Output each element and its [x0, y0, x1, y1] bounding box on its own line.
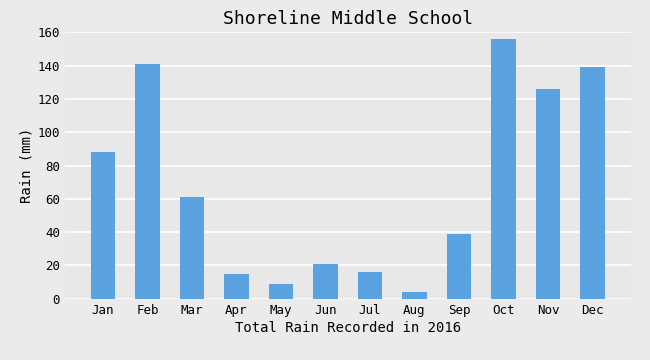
- Bar: [536, 89, 560, 299]
- Bar: [268, 284, 293, 299]
- X-axis label: Total Rain Recorded in 2016: Total Rain Recorded in 2016: [235, 321, 461, 335]
- Bar: [135, 64, 160, 299]
- Bar: [447, 234, 471, 299]
- Bar: [224, 274, 249, 299]
- Title: Shoreline Middle School: Shoreline Middle School: [223, 10, 473, 28]
- Y-axis label: Rain (mm): Rain (mm): [20, 128, 33, 203]
- Bar: [491, 39, 516, 299]
- Bar: [179, 197, 204, 299]
- Bar: [313, 264, 338, 299]
- Bar: [91, 152, 115, 299]
- Bar: [402, 292, 427, 299]
- Bar: [580, 67, 605, 299]
- Bar: [358, 272, 382, 299]
